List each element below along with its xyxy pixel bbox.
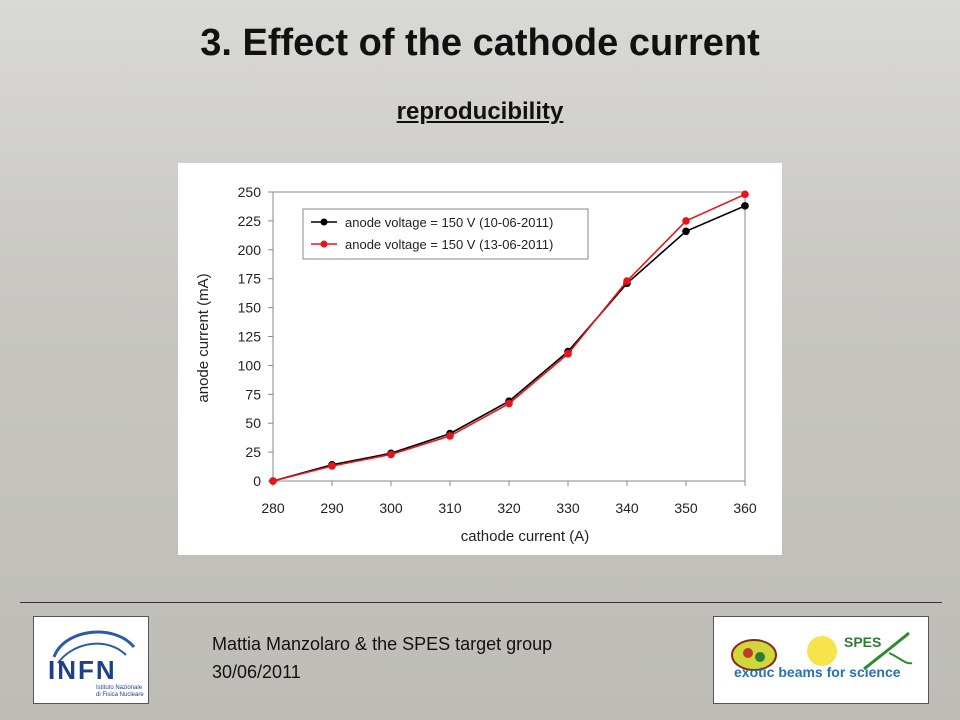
y-tick-label: 150 (238, 300, 262, 316)
data-point (505, 399, 513, 408)
spes-particle-icon-2 (755, 652, 765, 662)
y-tick-label: 200 (238, 242, 262, 258)
legend-entry: anode voltage = 150 V (13-06-2011) (345, 237, 553, 252)
x-tick-label: 320 (497, 500, 521, 516)
slide-subtitle: reproducibility (396, 98, 564, 125)
x-axis-label: cathode current (A) (461, 528, 589, 545)
footer-divider (20, 602, 942, 603)
spes-logo: SPES exotic beams for science (713, 616, 929, 704)
line-chart: 0 25 50 75 100 125 150 175 200 225 250 280 290 300 310… (195, 184, 757, 545)
y-tick-label: 75 (245, 386, 261, 402)
x-tick-label: 280 (261, 500, 285, 516)
y-tick-label: 0 (253, 473, 261, 489)
legend-swatch-marker (320, 218, 328, 226)
y-tick-label: 100 (238, 357, 262, 373)
spes-leaf-stem-icon (888, 652, 913, 665)
spes-logo-graphic: SPES exotic beams for science (731, 631, 913, 680)
spes-logo-text: SPES (844, 634, 881, 650)
legend-box (302, 208, 589, 260)
data-point (741, 190, 749, 199)
legend-entry: anode voltage = 150 V (10-06-2011) (345, 215, 553, 230)
data-point (269, 477, 277, 485)
data-point (387, 450, 395, 459)
infn-arc-inner-icon (57, 642, 127, 664)
x-tick-label: 350 (674, 500, 698, 516)
infn-logo-line1: Istituto Nazionale (96, 685, 143, 691)
footer-date: 30/06/2011 (212, 662, 301, 682)
data-point (741, 202, 749, 210)
data-point (682, 227, 690, 236)
data-point (328, 462, 336, 470)
series-group (269, 190, 749, 485)
y-tick-label: 125 (238, 329, 262, 345)
axes: 0 25 50 75 100 125 150 175 200 225 250 280 290 300 310… (238, 184, 757, 516)
spes-particle-icon (743, 648, 753, 658)
y-tick-label: 50 (245, 415, 261, 431)
infn-logo-graphic: INFN Istituto Nazionale di Fisica Nuclea… (48, 630, 144, 698)
infn-logo: INFN Istituto Nazionale di Fisica Nuclea… (33, 616, 149, 704)
spes-leaf-icon (863, 631, 910, 671)
spes-sun-icon (807, 636, 837, 666)
infn-logo-text: INFN (48, 655, 117, 685)
legend-swatch-marker (320, 240, 328, 248)
x-tick-label: 330 (556, 500, 580, 516)
infn-arc-icon (52, 630, 136, 658)
infn-logo-line2: di Fisica Nucleare (96, 692, 144, 698)
y-tick-label: 225 (238, 213, 262, 229)
data-point (682, 217, 690, 225)
spes-nucleus-icon (731, 639, 777, 671)
x-tick-label: 290 (320, 500, 344, 516)
x-tick-label: 300 (379, 500, 403, 516)
y-tick-label: 250 (238, 184, 262, 200)
x-tick-label: 340 (615, 500, 639, 516)
x-tick-label: 360 (733, 500, 757, 516)
footer-author: Mattia Manzolaro & the SPES target group (212, 634, 553, 654)
chart-panel: 0 25 50 75 100 125 150 175 200 225 250 280 290 300 310… (178, 163, 782, 555)
x-tick-label: 310 (438, 500, 462, 516)
y-tick-label: 25 (245, 444, 261, 460)
data-point (446, 432, 454, 440)
y-axis-label: anode current (mA) (195, 273, 212, 402)
spes-tagline: exotic beams for science (734, 664, 901, 680)
legend: anode voltage = 150 V (10-06-2011) anode … (302, 208, 589, 260)
slide-title: 3. Effect of the cathode current (200, 22, 760, 64)
y-tick-label: 175 (238, 271, 262, 287)
data-point (564, 350, 572, 358)
data-point (623, 277, 631, 285)
